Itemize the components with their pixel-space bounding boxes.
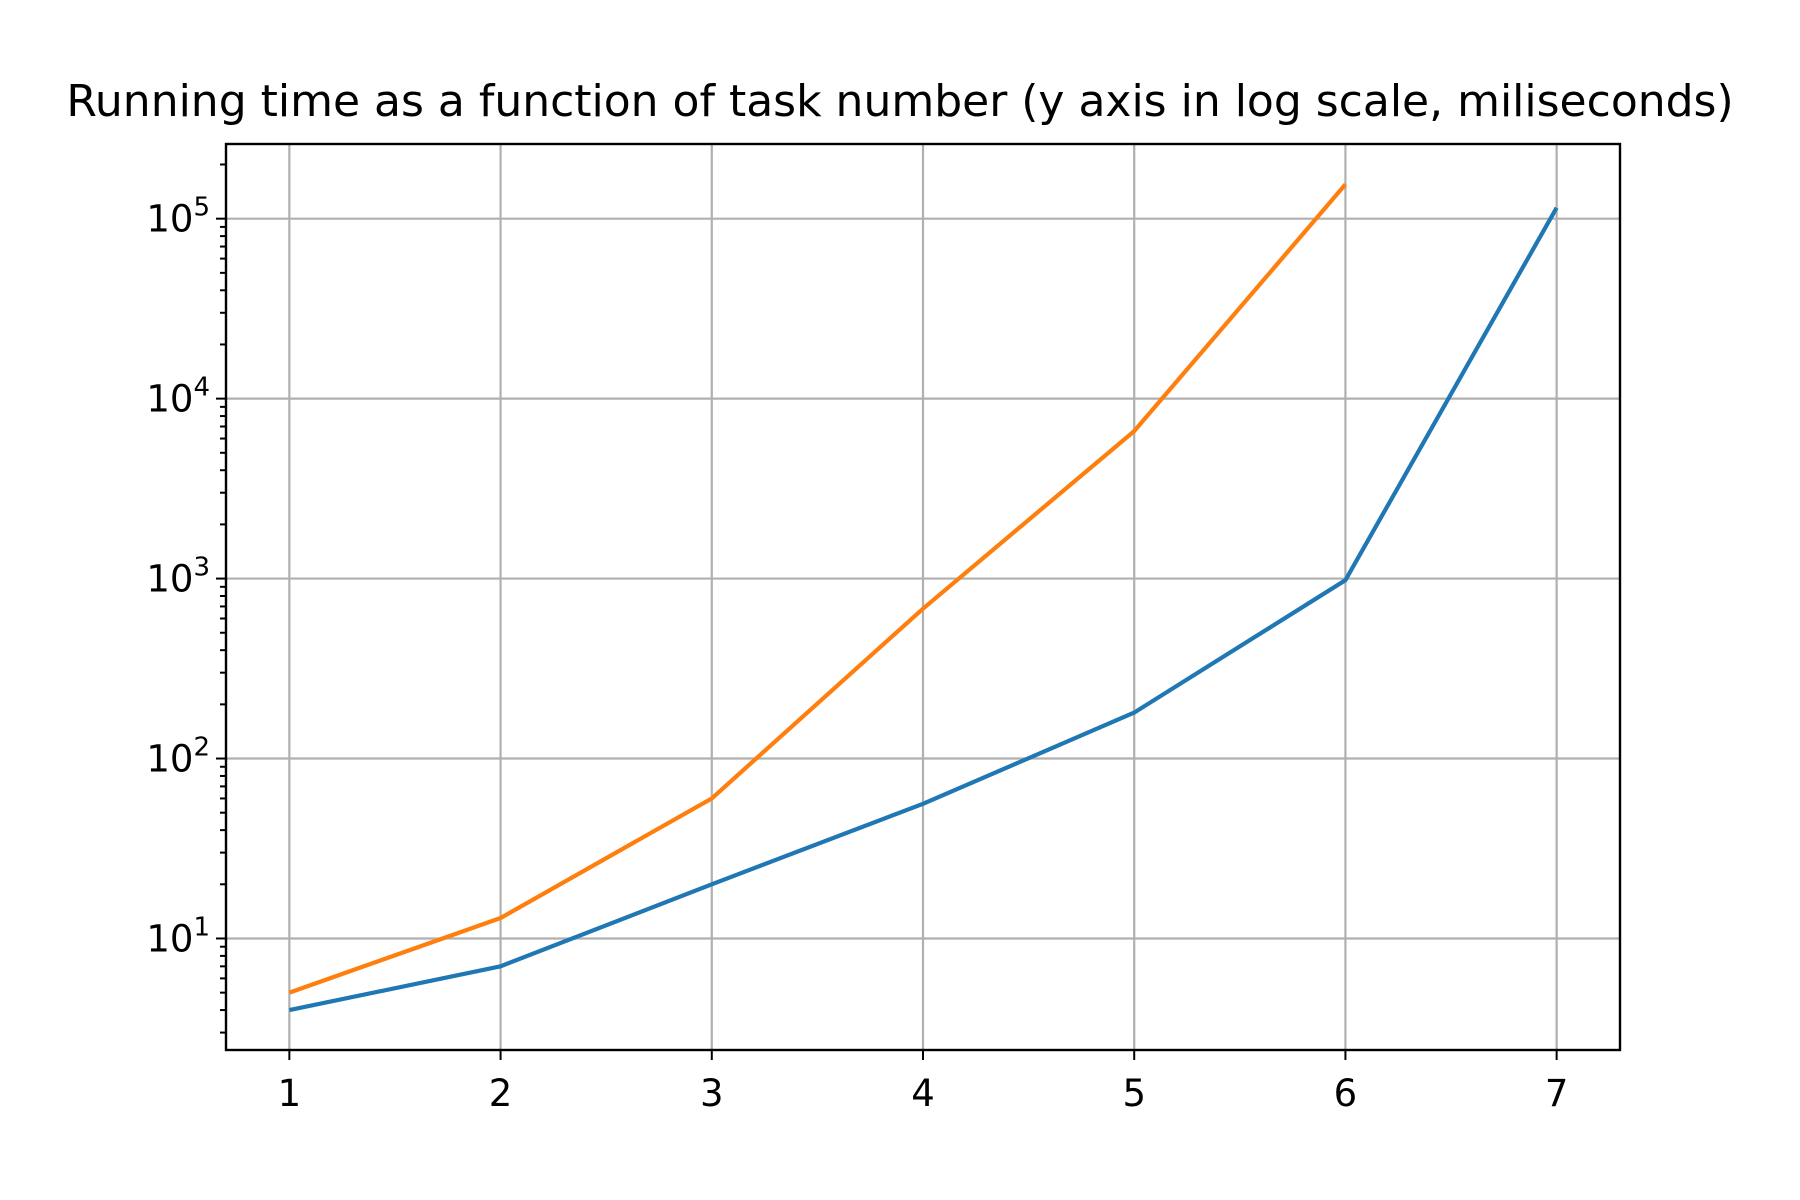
- y-tick-label: 105: [146, 193, 210, 241]
- series-line-2: [288, 183, 1347, 995]
- y-tick-exponent: 1: [193, 912, 210, 942]
- y-tick-base: 10: [146, 917, 193, 960]
- y-tick-label: 103: [146, 553, 210, 601]
- axes: [216, 142, 1622, 1060]
- y-tick-base: 10: [146, 738, 193, 781]
- x-tick-label: 4: [911, 1072, 935, 1115]
- y-tick-exponent: 5: [193, 193, 210, 223]
- x-tick-label: 2: [489, 1072, 513, 1115]
- grid: [226, 144, 1620, 1050]
- y-tick-exponent: 2: [193, 733, 210, 763]
- y-tick-exponent: 4: [193, 373, 210, 403]
- y-tick-exponent: 3: [193, 553, 210, 583]
- y-tick-label: 101: [146, 912, 210, 960]
- x-tick-label: 6: [1334, 1072, 1358, 1115]
- y-tick-label: 104: [146, 373, 210, 421]
- y-tick-base: 10: [146, 198, 193, 241]
- chart-title: Running time as a function of task numbe…: [66, 76, 1733, 127]
- x-tick-label: 5: [1122, 1072, 1146, 1115]
- y-tick-label: 102: [146, 733, 210, 781]
- series-line-1: [288, 206, 1559, 1013]
- y-tick-base: 10: [146, 558, 193, 601]
- x-tick-label: 3: [700, 1072, 724, 1115]
- plot-frame: [224, 142, 1622, 1052]
- x-tick-label: 1: [278, 1072, 302, 1115]
- x-tick-label: 7: [1545, 1072, 1569, 1115]
- y-tick-base: 10: [146, 378, 193, 421]
- series-layer: [288, 183, 1559, 1013]
